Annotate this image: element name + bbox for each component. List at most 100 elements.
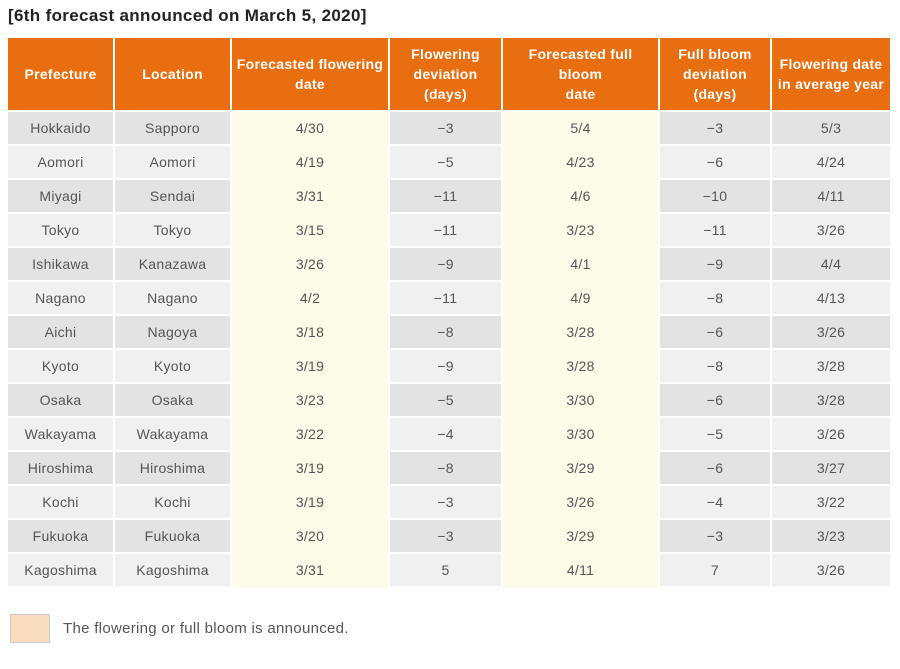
cell-location: Sapporo [115, 112, 232, 146]
cell-flowering_dev: −8 [390, 452, 503, 486]
cell-avg_year_date: 3/28 [772, 350, 890, 384]
cell-full_bloom_dev: 7 [660, 554, 772, 588]
cell-prefecture: Kochi [8, 486, 115, 520]
cell-avg_year_date: 3/27 [772, 452, 890, 486]
cell-prefecture: Wakayama [8, 418, 115, 452]
cell-full_bloom_dev: −6 [660, 146, 772, 180]
cell-flowering_date: 3/31 [232, 554, 390, 588]
cell-flowering_date: 3/22 [232, 418, 390, 452]
cell-full_bloom_dev: −10 [660, 180, 772, 214]
table-row: Aichi Nagoya 3/18 −8 3/28 −6 3/26 [8, 316, 890, 350]
cell-prefecture: Aomori [8, 146, 115, 180]
cell-avg_year_date: 3/22 [772, 486, 890, 520]
cell-prefecture: Osaka [8, 384, 115, 418]
cell-prefecture: Nagano [8, 282, 115, 316]
table-row: Hiroshima Hiroshima 3/19 −8 3/29 −6 3/27 [8, 452, 890, 486]
cell-full_bloom_dev: −9 [660, 248, 772, 282]
cell-avg_year_date: 3/23 [772, 520, 890, 554]
cell-flowering_dev: −5 [390, 146, 503, 180]
cell-location: Kanazawa [115, 248, 232, 282]
cell-full_bloom_date: 4/1 [503, 248, 660, 282]
cell-avg_year_date: 5/3 [772, 112, 890, 146]
cell-flowering_date: 3/19 [232, 486, 390, 520]
column-header-full_bloom_dev: Full bloom deviation (days) [660, 38, 772, 112]
cell-flowering_dev: −9 [390, 248, 503, 282]
table-row: Kagoshima Kagoshima 3/31 5 4/11 7 3/26 [8, 554, 890, 588]
cell-location: Tokyo [115, 214, 232, 248]
cell-flowering_dev: 5 [390, 554, 503, 588]
cell-location: Wakayama [115, 418, 232, 452]
cell-flowering_date: 4/30 [232, 112, 390, 146]
cell-location: Nagano [115, 282, 232, 316]
cell-flowering_dev: −11 [390, 282, 503, 316]
cell-flowering_date: 3/19 [232, 452, 390, 486]
cell-prefecture: Aichi [8, 316, 115, 350]
column-header-full_bloom_date: Forecasted full bloom date [503, 38, 660, 112]
cell-full_bloom_date: 5/4 [503, 112, 660, 146]
cell-flowering_dev: −3 [390, 486, 503, 520]
column-header-flowering_date: Forecasted flowering date [232, 38, 390, 112]
cell-flowering_dev: −11 [390, 180, 503, 214]
column-header-location: Location [115, 38, 232, 112]
cell-full_bloom_date: 3/30 [503, 418, 660, 452]
cell-avg_year_date: 3/28 [772, 384, 890, 418]
forecast-table: Prefecture Location Forecasted flowering d… [8, 38, 890, 588]
cell-flowering_dev: −3 [390, 112, 503, 146]
cell-location: Kagoshima [115, 554, 232, 588]
cell-full_bloom_date: 3/28 [503, 350, 660, 384]
table-row: Wakayama Wakayama 3/22 −4 3/30 −5 3/26 [8, 418, 890, 452]
cell-flowering_date: 4/2 [232, 282, 390, 316]
cell-avg_year_date: 3/26 [772, 214, 890, 248]
cell-flowering_dev: −9 [390, 350, 503, 384]
cell-prefecture: Kyoto [8, 350, 115, 384]
cell-full_bloom_dev: −6 [660, 316, 772, 350]
cell-full_bloom_dev: −6 [660, 384, 772, 418]
cell-prefecture: Fukuoka [8, 520, 115, 554]
table-row: Miyagi Sendai 3/31 −11 4/6 −10 4/11 [8, 180, 890, 214]
cell-flowering_dev: −4 [390, 418, 503, 452]
cell-location: Fukuoka [115, 520, 232, 554]
cell-flowering_date: 4/19 [232, 146, 390, 180]
cell-avg_year_date: 3/26 [772, 554, 890, 588]
cell-flowering_dev: −3 [390, 520, 503, 554]
cell-location: Nagoya [115, 316, 232, 350]
cell-full_bloom_date: 4/23 [503, 146, 660, 180]
table-row: Osaka Osaka 3/23 −5 3/30 −6 3/28 [8, 384, 890, 418]
cell-prefecture: Tokyo [8, 214, 115, 248]
cell-full_bloom_date: 4/11 [503, 554, 660, 588]
cell-full_bloom_date: 3/26 [503, 486, 660, 520]
table-row: Nagano Nagano 4/2 −11 4/9 −8 4/13 [8, 282, 890, 316]
cell-flowering_dev: −11 [390, 214, 503, 248]
cell-full_bloom_dev: −5 [660, 418, 772, 452]
cell-flowering_date: 3/18 [232, 316, 390, 350]
cell-full_bloom_dev: −8 [660, 282, 772, 316]
column-header-prefecture: Prefecture [8, 38, 115, 112]
cell-prefecture: Kagoshima [8, 554, 115, 588]
cell-location: Osaka [115, 384, 232, 418]
cell-location: Hiroshima [115, 452, 232, 486]
cell-full_bloom_dev: −3 [660, 112, 772, 146]
cell-full_bloom_dev: −6 [660, 452, 772, 486]
cell-full_bloom_date: 3/23 [503, 214, 660, 248]
cell-prefecture: Ishikawa [8, 248, 115, 282]
table-row: Kyoto Kyoto 3/19 −9 3/28 −8 3/28 [8, 350, 890, 384]
cell-avg_year_date: 4/13 [772, 282, 890, 316]
header-row: Prefecture Location Forecasted flowering d… [8, 38, 890, 112]
cell-flowering_dev: −5 [390, 384, 503, 418]
cell-prefecture: Miyagi [8, 180, 115, 214]
cell-full_bloom_dev: −8 [660, 350, 772, 384]
legend-text: The flowering or full bloom is announced… [63, 620, 349, 637]
cell-full_bloom_date: 4/9 [503, 282, 660, 316]
table-body: Hokkaido Sapporo 4/30 −3 5/4 −3 5/3 Aomori Aomor… [8, 112, 890, 588]
column-header-avg_year_date: Flowering date in average year [772, 38, 890, 112]
cell-location: Kyoto [115, 350, 232, 384]
cell-location: Kochi [115, 486, 232, 520]
announced-color-swatch [10, 614, 50, 643]
cell-prefecture: Hiroshima [8, 452, 115, 486]
table-row: Aomori Aomori 4/19 −5 4/23 −6 4/24 [8, 146, 890, 180]
cell-full_bloom_date: 3/29 [503, 520, 660, 554]
cell-full_bloom_dev: −11 [660, 214, 772, 248]
table-row: Fukuoka Fukuoka 3/20 −3 3/29 −3 3/23 [8, 520, 890, 554]
cell-prefecture: Hokkaido [8, 112, 115, 146]
